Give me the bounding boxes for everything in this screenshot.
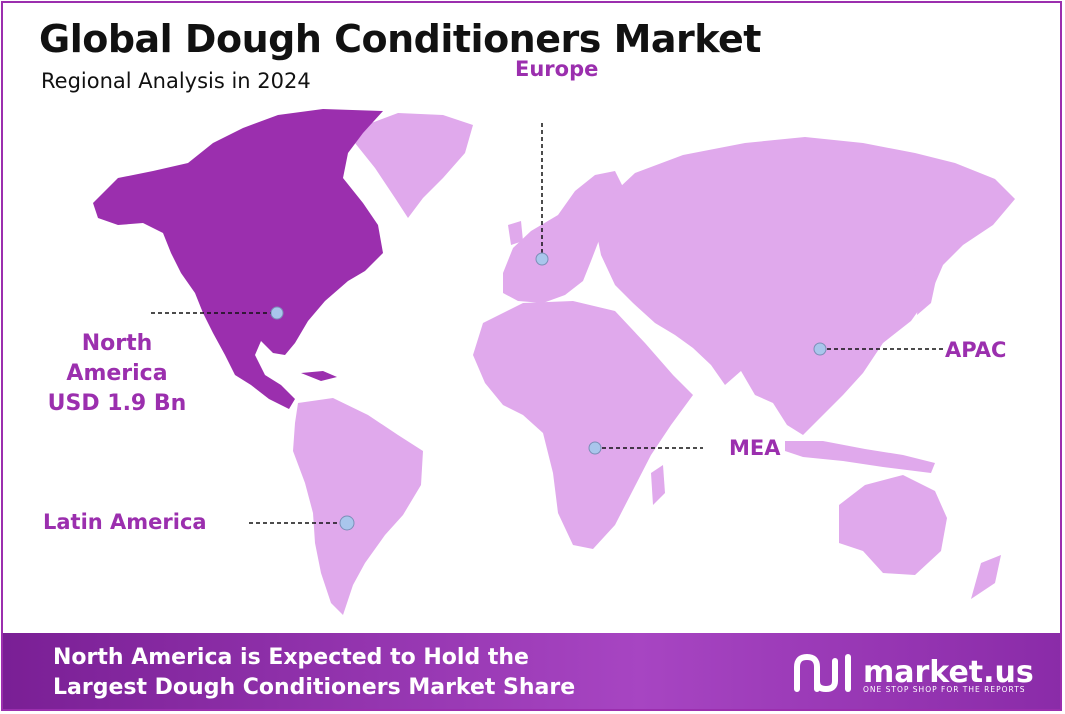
mea-marker	[588, 441, 602, 455]
caribbean-shape	[301, 371, 337, 381]
madagascar-shape	[651, 465, 665, 505]
greenland-shape	[355, 113, 473, 218]
europe-label: Europe	[515, 57, 599, 81]
europe-marker	[535, 252, 549, 266]
apac-marker	[813, 342, 827, 356]
australia-shape	[839, 475, 947, 575]
new-zealand-shape	[971, 555, 1001, 599]
europe-shape	[503, 171, 625, 303]
north-america-marker	[270, 306, 284, 320]
africa-shape	[473, 301, 693, 549]
asia-shape	[595, 137, 1015, 435]
footer-line-2: Largest Dough Conditioners Market Share	[53, 675, 576, 700]
indonesia-shape	[785, 441, 935, 473]
latin-america-shape	[293, 398, 423, 615]
brand-name: market.us	[863, 655, 1034, 690]
brand-logo: market.us ONE STOP SHOP FOR THE REPORTS	[793, 651, 1034, 695]
page-subtitle: Regional Analysis in 2024	[41, 69, 311, 93]
footer-line-1: North America is Expected to Hold the	[53, 645, 529, 670]
footer-text: North America is Expected to Hold the La…	[53, 643, 575, 703]
world-map	[93, 109, 1015, 615]
north-america-label-line2: America	[66, 361, 168, 386]
latin-america-marker	[339, 515, 355, 531]
north-america-label-line1: North	[81, 331, 153, 356]
footer-banner: North America is Expected to Hold the La…	[3, 633, 1060, 709]
north-america-value: USD 1.9 Bn	[47, 391, 187, 416]
page-title: Global Dough Conditioners Market	[39, 17, 761, 61]
apac-label: APAC	[945, 338, 1007, 362]
uk-shape	[508, 221, 523, 245]
north-america-shape	[93, 109, 383, 409]
north-america-label: North America USD 1.9 Bn	[39, 329, 195, 419]
brand-tagline: ONE STOP SHOP FOR THE REPORTS	[863, 685, 1026, 694]
mea-label: MEA	[729, 436, 781, 460]
brand-logo-icon	[794, 653, 851, 693]
japan-shape	[913, 255, 937, 315]
latin-america-label: Latin America	[43, 510, 207, 534]
